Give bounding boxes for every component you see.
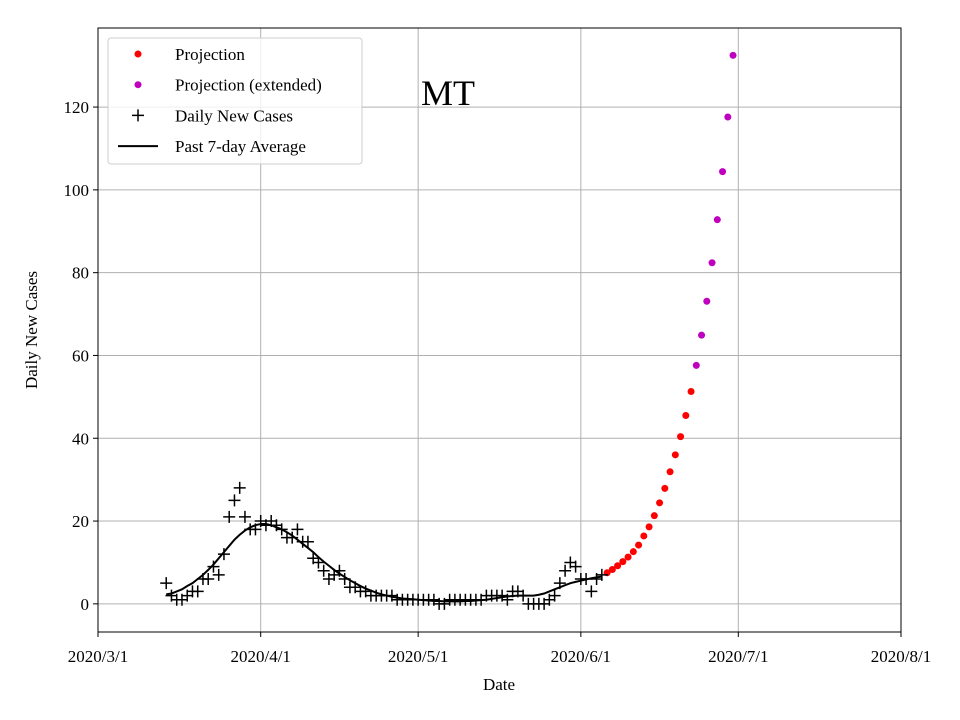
x-axis-label: Date <box>483 675 515 694</box>
x-tick-label: 2020/4/1 <box>230 647 290 666</box>
projection-point <box>671 451 679 459</box>
case-marker <box>217 548 230 561</box>
x-tick-label: 2020/5/1 <box>388 647 448 666</box>
case-marker <box>317 564 330 577</box>
projection-point <box>661 484 669 492</box>
projection-point <box>666 468 674 476</box>
y-tick-label: 0 <box>81 595 90 614</box>
projection-point <box>682 411 690 419</box>
legend-label: Past 7-day Average <box>175 137 306 156</box>
x-tick-label: 2020/3/1 <box>68 647 128 666</box>
y-axis-label: Daily New Cases <box>22 271 41 389</box>
case-marker <box>238 510 251 523</box>
projection-point <box>619 558 627 566</box>
legend-marker <box>134 50 142 58</box>
projection-point <box>656 499 664 507</box>
projection-point <box>687 387 695 395</box>
legend-box <box>107 37 363 165</box>
projection-point <box>677 433 685 441</box>
x-tick-label: 2020/6/1 <box>551 647 611 666</box>
x-tick-label: 2020/7/1 <box>708 647 768 666</box>
projection-point <box>629 548 637 556</box>
case-marker <box>595 568 608 581</box>
projection-point <box>692 361 700 369</box>
y-tick-label: 100 <box>64 181 90 200</box>
projection-point <box>640 532 648 540</box>
legend-marker <box>134 81 142 89</box>
case-marker <box>312 556 325 569</box>
projection-point <box>724 113 732 121</box>
legend-label: Projection (extended) <box>175 76 322 95</box>
case-marker <box>301 535 314 548</box>
projection-point <box>719 168 727 176</box>
projection-point <box>703 297 711 305</box>
y-tick-label: 120 <box>64 98 90 117</box>
case-marker <box>559 564 572 577</box>
axes-frame <box>97 27 902 633</box>
projection-point <box>614 562 622 570</box>
projection-point <box>729 51 737 59</box>
projection-point <box>708 259 716 267</box>
y-tick-label: 40 <box>72 429 89 448</box>
case-marker <box>228 494 241 507</box>
projection-point <box>713 216 721 224</box>
projection-point <box>650 512 658 520</box>
legend: Projection Projection (extended) Daily New… <box>107 37 363 165</box>
case-marker <box>585 585 598 598</box>
legend-label: Projection <box>175 45 245 64</box>
projection-point <box>645 523 653 531</box>
y-tick-label: 20 <box>72 512 89 531</box>
case-marker <box>202 573 215 586</box>
case-marker <box>291 523 304 536</box>
projection-point <box>608 565 616 573</box>
y-tick-label: 60 <box>72 346 89 365</box>
legend-marker <box>132 109 144 122</box>
case-marker <box>548 589 561 602</box>
legend-label: Daily New Cases <box>175 106 293 125</box>
case-marker <box>191 585 204 598</box>
y-tick-label: 80 <box>72 264 89 283</box>
projection-point <box>635 541 643 549</box>
x-tick-label: 2020/8/1 <box>871 647 931 666</box>
average-line <box>166 522 602 603</box>
case-marker <box>207 560 220 573</box>
case-marker <box>223 510 236 523</box>
case-marker <box>569 560 582 573</box>
chart-title: MT <box>421 73 475 113</box>
projection-point <box>624 553 632 561</box>
projection-point <box>698 331 706 339</box>
case-marker <box>160 577 173 590</box>
case-marker <box>212 568 225 581</box>
case-marker <box>233 481 246 494</box>
